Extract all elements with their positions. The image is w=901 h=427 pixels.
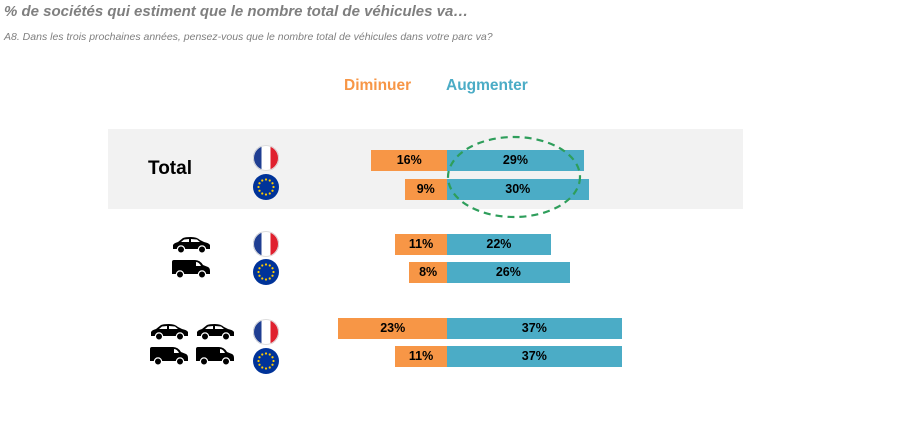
bar-diminuer xyxy=(395,234,447,255)
france-flag-icon xyxy=(253,145,279,171)
bar-diminuer xyxy=(395,346,447,367)
label-diminuer: 8% xyxy=(419,265,438,279)
chart-subtitle: A8. Dans les trois prochaines années, pe… xyxy=(4,31,493,43)
eu-flag-icon xyxy=(253,259,279,285)
row-label-total: Total xyxy=(148,158,192,179)
label-augmenter: 37% xyxy=(521,349,547,363)
label-diminuer: 11% xyxy=(408,237,434,251)
van-icon xyxy=(172,260,210,279)
van-icon xyxy=(150,347,188,366)
bar-augmenter xyxy=(447,318,622,339)
label-augmenter: 22% xyxy=(486,237,512,251)
label-diminuer: 11% xyxy=(408,349,434,363)
bar-augmenter xyxy=(447,150,584,171)
bar-diminuer xyxy=(404,179,447,200)
label-augmenter: 37% xyxy=(521,321,547,335)
label-augmenter: 30% xyxy=(505,182,531,196)
car-icon xyxy=(151,324,188,341)
label-diminuer: 16% xyxy=(396,153,422,167)
legend-diminuer: Diminuer xyxy=(344,77,412,94)
chart-title: % de sociétés qui estiment que le nombre… xyxy=(4,3,469,20)
van-icon xyxy=(196,347,234,366)
label-augmenter: 29% xyxy=(502,153,528,167)
label-diminuer: 23% xyxy=(380,321,406,335)
france-flag-icon xyxy=(253,231,279,257)
highlight-ellipse xyxy=(446,135,582,219)
bar-augmenter xyxy=(447,179,589,200)
label-diminuer: 9% xyxy=(416,182,435,196)
france-flag-icon xyxy=(253,319,279,345)
label-augmenter: 26% xyxy=(495,265,521,279)
bar-augmenter xyxy=(447,234,551,255)
bar-diminuer xyxy=(409,262,447,283)
bar-diminuer xyxy=(338,318,447,339)
eu-flag-icon xyxy=(253,348,279,374)
eu-flag-icon xyxy=(253,174,279,200)
car-icon xyxy=(197,324,234,341)
bar-diminuer xyxy=(371,150,447,171)
car-icon xyxy=(173,237,210,254)
bar-augmenter xyxy=(447,346,622,367)
legend-augmenter: Augmenter xyxy=(446,77,528,94)
bar-augmenter xyxy=(447,262,570,283)
